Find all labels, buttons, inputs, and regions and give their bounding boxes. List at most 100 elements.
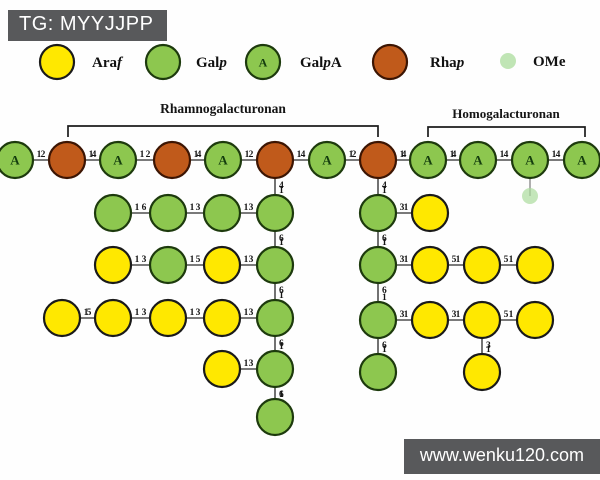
linkage-number: 1: [486, 345, 491, 355]
linkage-number: 1: [244, 359, 249, 369]
node-araf: [462, 352, 502, 392]
linkage-number: 3: [142, 308, 147, 318]
node-galpa: [203, 140, 243, 180]
bracket-homogalacturonan: [427, 126, 586, 137]
website-watermark-badge: www.wenku120.com: [403, 439, 600, 474]
node-a-glyph: A: [218, 153, 228, 168]
linkage-number: 1: [279, 342, 284, 352]
linkage-number: 5: [87, 308, 92, 318]
node-araf: [93, 298, 133, 338]
node-rhap: [358, 140, 398, 180]
linkage-number: 1: [190, 203, 195, 213]
linkage-number: 1: [279, 390, 284, 400]
linkage-number: 1: [509, 255, 514, 265]
node-araf: [462, 300, 502, 340]
linkage-number: 1: [279, 238, 284, 248]
node-galp: [255, 245, 295, 285]
linkage-number: 2: [41, 150, 46, 160]
node-galpa: [0, 140, 35, 180]
linkage-number: 2: [146, 150, 151, 160]
linkage-number: 1: [244, 203, 249, 213]
linkage-number: 6: [279, 234, 284, 244]
linkage-number: 1: [349, 150, 354, 160]
linkage-number: 3: [249, 308, 254, 318]
linkage-number: 5: [504, 310, 509, 320]
linkage-number: 5: [452, 255, 457, 265]
node-araf: [515, 300, 555, 340]
node-galpa: [98, 140, 138, 180]
legend-swatch-galpa: [244, 43, 282, 81]
node-galpa: [458, 140, 498, 180]
linkage-number: 5: [504, 255, 509, 265]
node-ome-dot: [522, 188, 538, 204]
linkage-number: 1: [245, 150, 250, 160]
legend-label-ome: OMe: [533, 54, 566, 70]
node-galp: [358, 193, 398, 233]
linkage-number: 1: [456, 310, 461, 320]
linkage-number: 1: [244, 308, 249, 318]
linkage-number: 1: [37, 150, 42, 160]
node-galpa: [408, 140, 448, 180]
node-galp: [148, 245, 188, 285]
telegram-watermark-badge: TG: MYYJJPP: [8, 10, 168, 41]
node-a-glyph: A: [423, 153, 433, 168]
linkage-number: 3: [486, 341, 491, 351]
node-galpa: [562, 140, 600, 180]
node-galp: [358, 300, 398, 340]
linkage-number: 6: [142, 203, 147, 213]
node-galp: [255, 349, 295, 389]
linkage-number: 1: [404, 255, 409, 265]
node-galpa: [510, 140, 550, 180]
node-rhap: [152, 140, 192, 180]
linkage-number: 1: [135, 255, 140, 265]
linkage-number: 2: [249, 150, 254, 160]
linkage-number: 1: [450, 150, 455, 160]
bracket-rhamnogalacturonan: [67, 125, 379, 137]
node-galp: [202, 193, 242, 233]
linkage-number: 4: [504, 150, 509, 160]
linkage-number: 1: [404, 310, 409, 320]
linkage-number: 5: [196, 255, 201, 265]
node-araf: [202, 245, 242, 285]
linkage-number: 4: [197, 150, 202, 160]
linkage-number: 1: [89, 150, 94, 160]
linkage-number: 2: [352, 150, 357, 160]
node-a-glyph: A: [577, 153, 587, 168]
node-rhap: [47, 140, 87, 180]
linkage-number: 1: [140, 150, 145, 160]
linkage-number: 3: [400, 203, 405, 213]
linkage-number: 4: [556, 150, 561, 160]
node-a-glyph: A: [525, 153, 535, 168]
node-a-glyph: A: [113, 153, 123, 168]
linkage-number: 1: [135, 203, 140, 213]
linkage-number: 1: [279, 291, 284, 301]
linkage-number: 4: [92, 150, 97, 160]
linkage-number: 1: [552, 150, 557, 160]
linkage-number: 1: [382, 293, 387, 303]
linkage-number: 1: [244, 255, 249, 265]
linkage-number: 4: [402, 150, 407, 160]
node-araf: [462, 245, 502, 285]
linkage-number: 3: [142, 255, 147, 265]
node-araf: [410, 245, 450, 285]
linkage-number: 3: [196, 203, 201, 213]
node-araf: [202, 349, 242, 389]
node-galp: [358, 352, 398, 392]
linkage-number: 3: [249, 255, 254, 265]
node-araf: [410, 193, 450, 233]
linkage-number: 6: [279, 339, 284, 349]
linkage-number: 1: [404, 203, 409, 213]
node-galp: [93, 193, 133, 233]
linkage-number: 4: [301, 150, 306, 160]
linkage-number: 6: [382, 286, 387, 296]
legend-swatch-galp: [144, 43, 182, 81]
section-title-rhamnogalacturonan: Rhamnogalacturonan: [160, 101, 286, 116]
legend-a-glyph: A: [259, 56, 268, 70]
legend-label-galp: Galp: [196, 55, 227, 71]
linkage-number: 3: [452, 310, 457, 320]
node-araf: [515, 245, 555, 285]
linkage-number: 1: [297, 150, 302, 160]
linkage-number: 1: [190, 308, 195, 318]
